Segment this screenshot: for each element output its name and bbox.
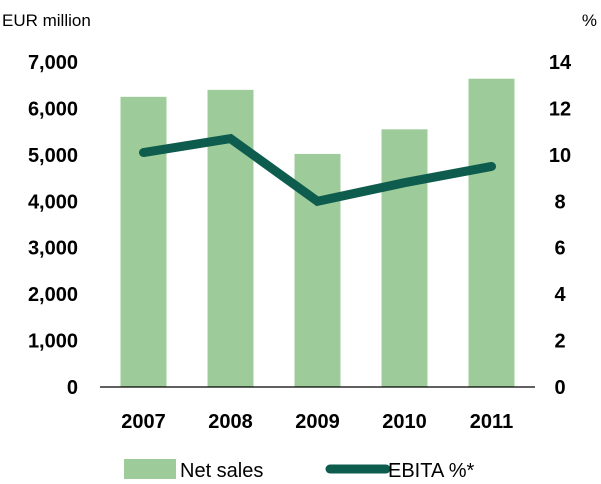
right-tick-label: 8 <box>554 191 565 213</box>
left-tick-label: 7,000 <box>28 52 78 74</box>
x-tick-label: 2010 <box>382 411 427 433</box>
left-tick-label: 6,000 <box>28 98 78 120</box>
bar-2011 <box>468 78 515 387</box>
left-tick-label: 0 <box>67 377 78 399</box>
x-tick-label: 2007 <box>121 411 166 433</box>
right-tick-label: 4 <box>554 284 566 306</box>
x-tick-label: 2009 <box>295 411 340 433</box>
x-tick-label: 2011 <box>470 411 513 433</box>
bar-2010 <box>381 129 428 388</box>
bar-series <box>120 78 515 388</box>
line-series <box>139 133 496 207</box>
right-tick-label: 10 <box>549 145 571 167</box>
right-tick-label: 2 <box>554 331 565 353</box>
legend-label-net-sales: Net sales <box>180 460 263 482</box>
right-tick-label: 12 <box>549 98 571 120</box>
right-tick-label: 6 <box>554 238 565 260</box>
right-axis-unit: % <box>582 11 597 30</box>
right-tick-label: 0 <box>554 377 565 399</box>
left-tick-label: 3,000 <box>28 238 78 260</box>
left-axis-unit: EUR million <box>2 11 91 30</box>
bar-2007 <box>120 96 167 388</box>
left-axis-ticks: 0 1,000 2,000 3,000 4,000 5,000 6,000 7,000 <box>28 52 78 399</box>
left-tick-label: 5,000 <box>28 145 78 167</box>
x-axis-ticks: 2007 2008 2009 2010 2011 <box>121 411 513 433</box>
legend-swatch-net-sales <box>124 459 176 479</box>
right-tick-label: 14 <box>549 52 572 74</box>
left-tick-label: 2,000 <box>28 284 78 306</box>
x-tick-label: 2008 <box>208 411 253 433</box>
legend-label-ebita: EBITA %* <box>388 460 475 482</box>
left-tick-label: 4,000 <box>28 191 78 213</box>
left-tick-label: 1,000 <box>28 331 78 353</box>
right-axis-ticks: 0 2 4 6 8 10 12 14 <box>549 52 572 399</box>
legend: Net sales EBITA %* <box>124 459 475 482</box>
